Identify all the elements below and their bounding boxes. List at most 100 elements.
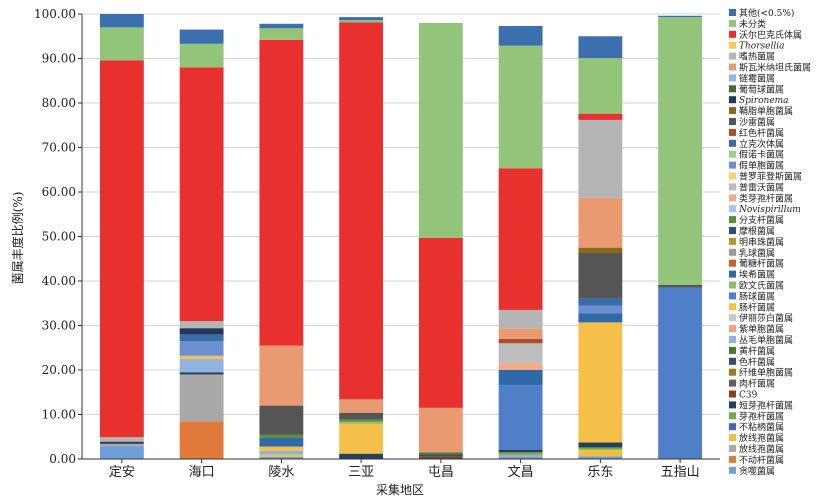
legend-label: 芽孢杆菌属 <box>739 410 784 422</box>
legend-swatch <box>729 85 736 93</box>
legend-swatch <box>729 227 736 234</box>
legend-label: 短芽孢杆菌属 <box>739 399 793 411</box>
bar-segment <box>339 419 384 422</box>
bar-segment <box>179 372 224 375</box>
legend-swatch <box>729 118 736 125</box>
bar-segment <box>179 328 224 335</box>
bar-segment <box>578 197 623 248</box>
legend-label: Thorsellia <box>739 42 784 52</box>
legend-swatch <box>729 434 736 442</box>
legend-item: 葡萄球菌属 <box>729 83 784 95</box>
legend-item: 黄杆菌属 <box>729 345 775 357</box>
bar-segment <box>179 334 224 342</box>
y-tick-label: 70.00 <box>42 141 76 155</box>
legend-swatch <box>729 423 736 431</box>
bar-segment <box>179 374 224 422</box>
legend-swatch <box>729 74 736 82</box>
bar-segment <box>259 23 304 29</box>
legend-swatch <box>729 292 736 300</box>
y-ticks: 0.00 10.00 20.00 30.00 40.00 50.00 60.00 70.00 8… <box>34 7 82 466</box>
bar-segment <box>498 343 543 364</box>
legend-swatch <box>729 270 736 278</box>
x-axis-label: 采集地区 <box>376 482 424 497</box>
legend-swatch <box>729 466 736 474</box>
bar-segment <box>498 338 543 344</box>
legend-item: 其他(<0.5%) <box>729 7 794 19</box>
bar-segment <box>179 355 224 359</box>
bar-segment <box>498 385 543 450</box>
bar-segment <box>418 452 463 455</box>
bar-segment <box>339 453 384 459</box>
legend-swatch <box>729 314 736 322</box>
bar-segment <box>339 17 384 21</box>
legend-swatch <box>729 161 736 169</box>
legend-label: 立克次体属 <box>739 138 784 150</box>
bar-segment <box>498 454 543 457</box>
legend-item: 芽孢杆菌属 <box>729 410 784 422</box>
legend-swatch <box>729 259 736 267</box>
bars <box>99 14 703 459</box>
legend-item: 葡糖杆菌属 <box>729 258 784 270</box>
y-tick-label: 100.00 <box>34 7 76 21</box>
bar-segment <box>578 58 623 114</box>
bar-segment <box>259 345 304 406</box>
legend-swatch <box>729 346 736 354</box>
bar-segment <box>498 26 543 46</box>
legend-item: Thorsellia <box>729 41 784 52</box>
bar-segment <box>578 113 623 120</box>
legend-label: 沃尔巴克氏体属 <box>739 29 802 41</box>
legend-item: 丛毛单胞菌属 <box>729 334 793 346</box>
legend-label: Novispirillum <box>738 205 801 215</box>
y-tick-label: 50.00 <box>42 230 76 244</box>
legend-swatch <box>729 139 736 147</box>
legend-label: 假单胞菌属 <box>739 160 784 172</box>
legend-label: 鞘脂单胞菌属 <box>739 105 793 117</box>
legend-label: 其他(<0.5%) <box>739 7 794 19</box>
bar-segment <box>578 252 623 299</box>
bar-segment <box>658 15 703 18</box>
legend-item: 短芽孢杆菌属 <box>729 399 793 411</box>
legend-item: 普雷沃菌属 <box>729 181 784 193</box>
gridlines <box>82 13 720 460</box>
bar-segment <box>259 446 304 451</box>
x-tick-label: 文昌 <box>508 465 534 480</box>
bar-segment <box>339 421 384 424</box>
bar-segment <box>339 22 384 400</box>
legend-swatch <box>729 303 736 311</box>
bar-segment <box>418 454 463 457</box>
bar-segment <box>418 456 463 459</box>
legend-label: 摩根菌属 <box>739 225 775 237</box>
legend-item: 贪噬菌属 <box>729 465 775 477</box>
legend-item: 假单胞菌属 <box>729 160 784 172</box>
legend-swatch <box>729 281 736 289</box>
legend-item: Novispirillum <box>729 205 801 215</box>
legend-item: 沃尔巴克氏体属 <box>729 29 802 41</box>
bar-segment <box>498 309 543 329</box>
legend-item: 分支杆菌属 <box>729 214 784 226</box>
legend-label: 乳球菌属 <box>739 247 775 259</box>
legend-label: 红色杆菌属 <box>739 127 784 139</box>
legend: 其他(<0.5%)未分类沃尔巴克氏体属Thorsellia嗜热菌属斯瓦米纳坦氏菌… <box>729 7 811 477</box>
bar-segment <box>498 456 543 459</box>
bar-segment <box>578 36 623 59</box>
bar-segment <box>259 450 304 455</box>
legend-item: 伊丽莎白菌属 <box>729 312 793 324</box>
y-tick-label: 90.00 <box>42 52 76 66</box>
legend-item: 肉杆菌属 <box>729 378 775 390</box>
legend-item: 假诺卡菌属 <box>729 149 784 161</box>
y-axis-label: 菌属丰度比例(%) <box>10 192 25 285</box>
bar-segment <box>99 27 144 61</box>
bar-segment <box>498 449 543 453</box>
legend-label: 紫单胞菌属 <box>739 323 784 335</box>
bar-segment <box>179 43 224 68</box>
bar-segment <box>498 328 543 339</box>
legend-label: 葡糖杆菌属 <box>739 258 784 270</box>
legend-label: 未分类 <box>739 18 766 30</box>
legend-label: 分支杆菌属 <box>739 214 784 226</box>
legend-swatch <box>729 96 736 104</box>
legend-swatch <box>729 9 736 16</box>
bar-segment <box>578 447 623 450</box>
bar-segment <box>418 22 463 238</box>
bar-segment <box>658 285 703 288</box>
bar-segment <box>99 446 144 459</box>
